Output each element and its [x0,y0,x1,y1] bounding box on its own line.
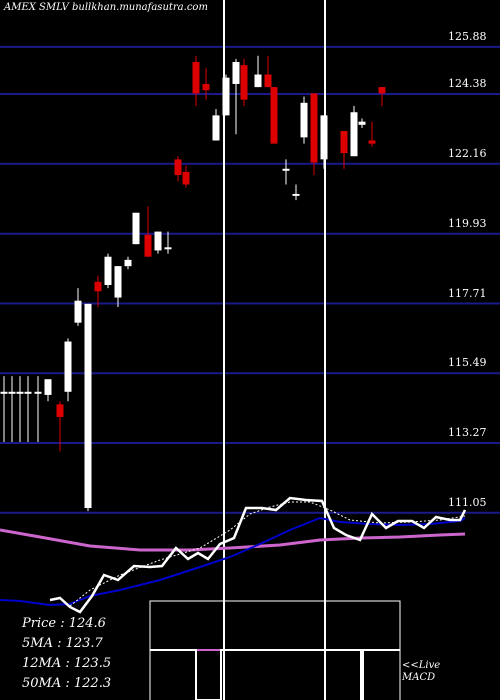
candle-body [64,341,72,392]
ma-dotted-line [69,501,466,607]
candle-body [132,212,140,245]
y-tick-label: 124.38 [448,77,487,90]
candle-body [144,234,152,257]
candle-body [164,247,172,250]
candle-body [174,159,182,176]
candle-body [0,391,8,394]
candle-body [358,121,366,125]
candle-body [192,61,200,94]
candle-body [310,93,318,163]
ma12-readout: 12MA : 123.5 [22,656,112,671]
candle-body [264,74,272,88]
indicator-overlays [0,496,467,614]
candle-body [270,87,278,144]
candle-body [56,404,64,417]
y-tick-label: 115.49 [448,356,487,370]
candle-body [154,231,162,251]
y-tick-label: 122.16 [448,146,487,160]
candle-body [24,391,32,394]
candle-body [300,102,308,138]
candle-body [232,61,240,84]
candle-body [104,256,112,285]
grid-lines [0,45,500,514]
candle-body [34,391,42,394]
candle-body [212,115,220,141]
candlestick-series [0,55,386,512]
y-tick-label: 111.05 [448,495,487,509]
candle-body [282,168,290,171]
candle-body [44,379,52,395]
macd-panel [149,600,401,700]
macd-box [149,600,401,700]
candle-body [368,140,376,144]
candle-body [124,259,132,267]
ma5-readout: 5MA : 123.7 [22,636,103,651]
y-tick-label: 117.71 [448,286,487,300]
price-readout: Price : 124.6 [22,616,106,631]
candle-body [240,65,248,100]
y-tick-label: 113.27 [448,425,487,439]
candle-body [292,193,300,196]
macd-label: <<Live MACD [402,660,441,683]
candle-body [16,391,24,394]
candle-body [8,391,16,394]
chart-title: AMEX SMLV bullkhan.munafasutra.com [4,2,208,13]
candle-body [74,300,82,323]
candle-body [202,83,210,91]
y-tick-label: 119.93 [448,216,487,230]
ma-blue-line [0,516,466,607]
candle-body [94,281,102,292]
candle-body [340,131,348,154]
indicator-stats: Price : 124.6 5MA : 123.7 12MA : 123.5 5… [22,614,111,694]
candle-body [84,303,92,509]
y-tick-label: 125.88 [448,29,487,43]
candle-body [182,171,190,185]
macd-line [150,649,400,700]
candle-body [222,77,230,116]
candle-body [350,112,358,157]
marker-lines [223,0,326,700]
candle-body [254,74,262,88]
price-line [49,496,467,614]
candle-body [114,266,122,298]
ma50-readout: 50MA : 122.3 [22,676,112,691]
candle-body [378,87,386,94]
